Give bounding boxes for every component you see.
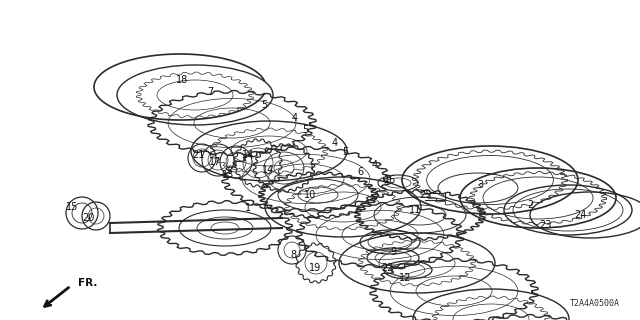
Text: 13: 13 [222,170,234,180]
Text: 5: 5 [261,100,267,110]
Text: FR.: FR. [78,278,97,288]
Text: 8: 8 [290,250,296,260]
Text: 14: 14 [262,165,274,175]
Text: T2A4A0500A: T2A4A0500A [570,299,620,308]
Text: 21: 21 [192,150,204,160]
Text: 7: 7 [207,87,213,97]
Text: 4: 4 [292,113,298,123]
Text: 4: 4 [372,160,378,170]
Text: 9: 9 [390,247,396,257]
Text: 16: 16 [384,175,396,185]
Text: 24: 24 [574,210,586,220]
Text: 17: 17 [209,157,221,167]
Text: 2: 2 [527,200,533,210]
Text: 5: 5 [342,147,348,157]
Text: 4: 4 [332,138,338,148]
Text: 14: 14 [242,150,254,160]
Text: 15: 15 [66,202,78,212]
Text: 20: 20 [82,213,94,223]
Text: 10: 10 [304,190,316,200]
Text: 1: 1 [245,203,251,213]
Text: 6: 6 [357,167,363,177]
Text: 18: 18 [176,75,188,85]
Text: 11: 11 [409,205,421,215]
Text: 12: 12 [399,273,411,283]
Text: 22: 22 [381,263,394,273]
Text: 5: 5 [302,125,308,135]
Text: 19: 19 [309,263,321,273]
Text: 23: 23 [539,220,551,230]
Text: 25: 25 [419,190,431,200]
Text: 3: 3 [477,180,483,190]
